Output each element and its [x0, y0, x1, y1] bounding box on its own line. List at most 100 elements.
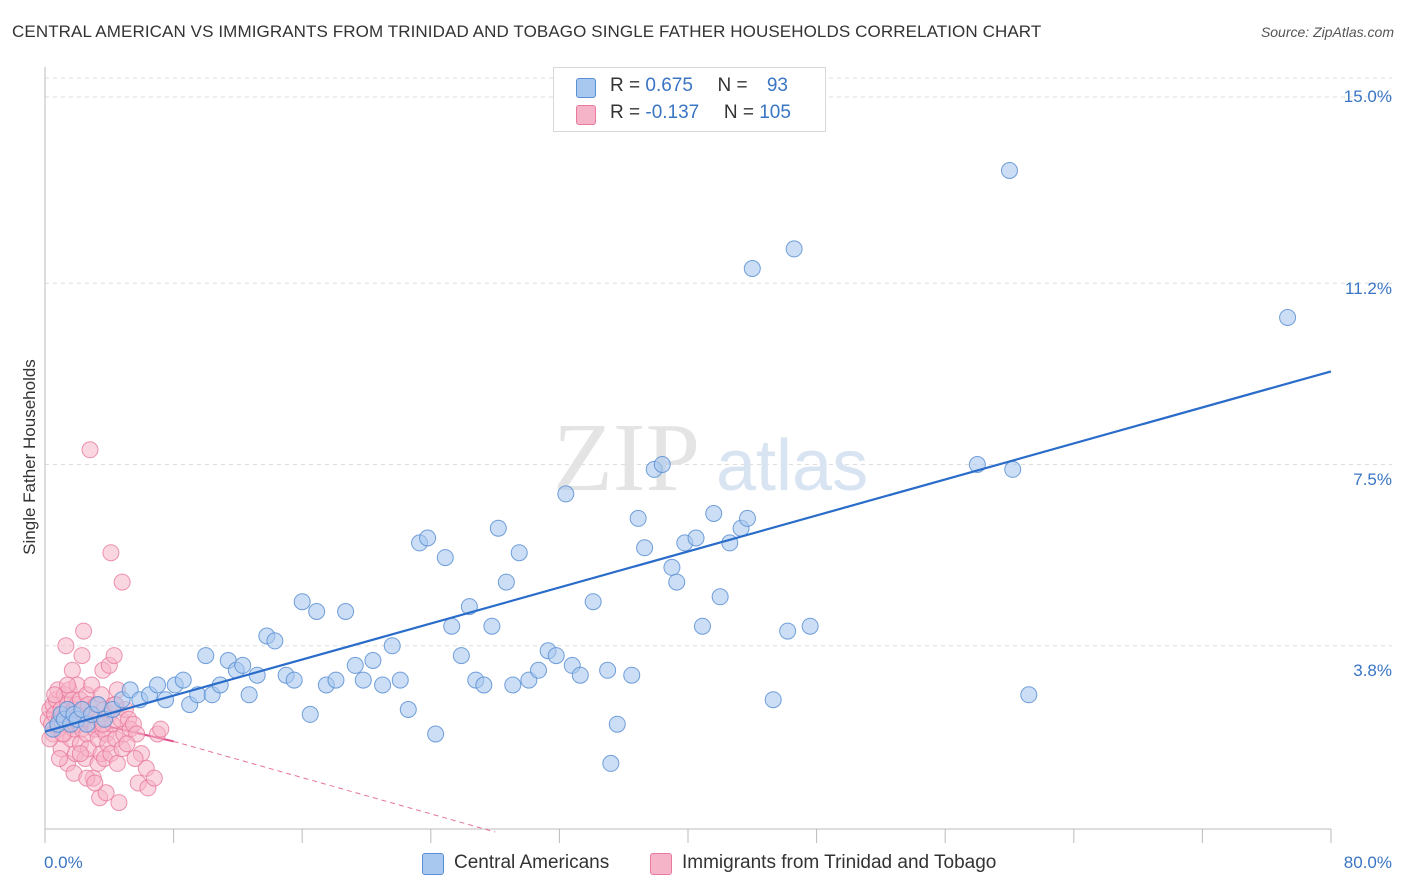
- data-point-central-americans: [234, 656, 252, 674]
- trend-lines-blue: [44, 370, 1332, 733]
- data-point-central-americans: [399, 701, 417, 718]
- data-point-central-americans: [785, 240, 803, 258]
- data-point-central-americans: [557, 485, 575, 503]
- data-point-trinidad-tobago: [108, 754, 126, 772]
- pink-swatch: [576, 105, 596, 125]
- data-point-trinidad-tobago: [145, 769, 163, 787]
- legend-label: Immigrants from Trinidad and Tobago: [682, 852, 997, 873]
- r-label: R =: [610, 102, 646, 123]
- data-point-central-americans: [301, 705, 319, 723]
- data-point-central-americans: [764, 691, 782, 709]
- data-point-trinidad-tobago: [86, 774, 104, 792]
- data-point-trinidad-tobago: [81, 441, 99, 459]
- data-point-trinidad-tobago: [59, 676, 77, 694]
- legend-label: Central Americans: [454, 852, 610, 873]
- data-point-central-americans: [436, 549, 454, 567]
- r-label: R =: [610, 75, 646, 96]
- n-value: 105: [759, 102, 791, 123]
- points-pink: [39, 441, 170, 812]
- data-point-trinidad-tobago: [118, 735, 136, 753]
- data-point-trinidad-tobago: [152, 720, 170, 738]
- data-point-central-americans: [711, 588, 729, 606]
- data-point-central-americans: [1001, 162, 1018, 179]
- data-point-trinidad-tobago: [97, 784, 115, 802]
- data-point-central-americans: [89, 696, 107, 714]
- data-point-central-americans: [374, 676, 392, 694]
- data-point-central-americans: [801, 617, 819, 635]
- data-point-central-americans: [293, 593, 311, 611]
- data-point-central-americans: [483, 617, 501, 635]
- grid-lines: [45, 77, 1392, 647]
- data-point-trinidad-tobago: [63, 661, 81, 679]
- data-point-central-americans: [743, 260, 761, 277]
- data-point-central-americans: [687, 529, 705, 547]
- blue-swatch: [422, 853, 444, 875]
- data-point-central-americans: [636, 539, 654, 557]
- data-point-central-americans: [530, 661, 548, 679]
- data-point-central-americans: [623, 666, 641, 684]
- data-point-trinidad-tobago: [110, 794, 128, 812]
- chart-title: CENTRAL AMERICAN VS IMMIGRANTS FROM TRIN…: [12, 22, 1042, 41]
- data-point-trinidad-tobago: [75, 622, 93, 640]
- watermark-atlas: atlas: [716, 426, 868, 506]
- n-label: N =: [717, 75, 753, 96]
- data-point-trinidad-tobago: [50, 750, 68, 767]
- data-point-trinidad-tobago: [113, 573, 131, 591]
- data-point-central-americans: [497, 573, 515, 591]
- data-point-central-americans: [419, 529, 437, 547]
- data-point-central-americans: [547, 647, 565, 665]
- stats-legend: R = 0.675 N = 93 R = -0.137 N = 105: [553, 67, 826, 132]
- data-point-central-americans: [599, 661, 617, 679]
- blue-swatch: [576, 78, 596, 98]
- data-point-central-americans: [693, 617, 711, 635]
- y-axis-label: Single Father Households: [20, 359, 39, 555]
- x-tick-label-max: 80.0%: [1343, 853, 1392, 872]
- source-label: Source: ZipAtlas.com: [1260, 24, 1394, 40]
- data-point-central-americans: [354, 671, 372, 689]
- r-value: 0.675: [645, 75, 693, 96]
- data-point-central-americans: [510, 544, 528, 562]
- data-point-central-americans: [266, 632, 284, 650]
- data-point-central-americans: [489, 519, 507, 537]
- n-value: 93: [766, 75, 788, 96]
- data-point-central-americans: [1279, 309, 1297, 326]
- watermark: ZIP atlas: [553, 404, 868, 512]
- r-value: -0.137: [645, 102, 700, 123]
- pink-swatch: [650, 853, 672, 875]
- data-point-central-americans: [571, 666, 589, 684]
- data-point-trinidad-tobago: [102, 544, 120, 562]
- data-point-trinidad-tobago: [73, 647, 91, 665]
- y-tick-label: 3.8%: [1353, 661, 1392, 680]
- data-point-central-americans: [383, 637, 401, 655]
- data-point-central-americans: [779, 622, 797, 640]
- data-point-central-americans: [705, 505, 723, 522]
- data-point-central-americans: [602, 754, 620, 772]
- data-point-central-americans: [285, 671, 303, 689]
- data-point-central-americans: [364, 652, 382, 669]
- trend-line-central-americans: [44, 370, 1332, 733]
- data-point-central-americans: [174, 671, 192, 689]
- data-point-central-americans: [653, 456, 671, 473]
- data-point-central-americans: [608, 715, 626, 733]
- data-point-central-americans: [475, 676, 493, 694]
- data-point-central-americans: [240, 686, 258, 704]
- y-tick-label: 7.5%: [1353, 470, 1392, 489]
- data-point-central-americans: [584, 593, 602, 611]
- y-tick-label: 15.0%: [1343, 87, 1392, 106]
- data-point-central-americans: [738, 509, 756, 527]
- data-point-central-americans: [504, 676, 522, 694]
- data-point-central-americans: [308, 603, 326, 620]
- data-point-trinidad-tobago: [105, 647, 123, 665]
- data-point-central-americans: [629, 509, 647, 527]
- trend-line-trinidad-tobago-extension: [173, 740, 496, 833]
- data-point-central-americans: [337, 603, 355, 620]
- data-point-trinidad-tobago: [126, 750, 144, 767]
- data-point-central-americans: [346, 656, 364, 674]
- data-point-central-americans: [443, 617, 461, 635]
- x-tick-label-min: 0.0%: [44, 853, 83, 872]
- watermark-zip: ZIP: [553, 404, 700, 512]
- y-tick-label: 11.2%: [1345, 279, 1392, 298]
- data-point-trinidad-tobago: [57, 637, 75, 655]
- data-point-central-americans: [427, 725, 445, 743]
